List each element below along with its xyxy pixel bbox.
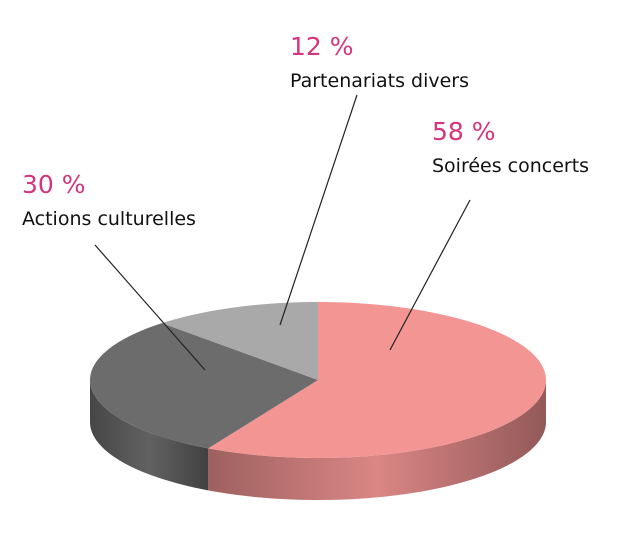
- leader-line: [389, 199, 471, 351]
- category-label: Actions culturelles: [22, 208, 196, 230]
- category-label: Soirées concerts: [432, 155, 589, 177]
- slice: [208, 302, 546, 458]
- slice-side-shade: [90, 380, 209, 491]
- category-label: Partenariats divers: [290, 70, 469, 92]
- slice-side-shade: [208, 380, 546, 500]
- leader-line: [279, 94, 358, 326]
- slice: [161, 302, 318, 380]
- value-label: 58 %: [432, 117, 496, 146]
- slice: [90, 323, 318, 449]
- value-label: 30 %: [22, 170, 86, 199]
- leader-line: [94, 244, 206, 371]
- value-label: 12 %: [290, 32, 354, 61]
